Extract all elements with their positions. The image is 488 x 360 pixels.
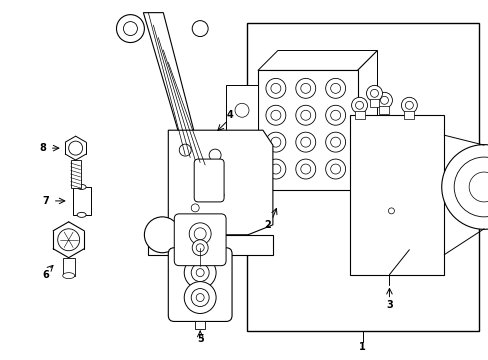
Circle shape <box>380 96 387 104</box>
Bar <box>258 71 357 190</box>
Circle shape <box>300 110 310 120</box>
Circle shape <box>300 164 310 174</box>
Bar <box>349 115 443 275</box>
Circle shape <box>330 110 340 120</box>
Circle shape <box>194 228 206 240</box>
Polygon shape <box>143 13 200 155</box>
Circle shape <box>355 101 363 109</box>
Circle shape <box>196 269 203 276</box>
Circle shape <box>300 84 310 93</box>
Ellipse shape <box>62 273 75 279</box>
Circle shape <box>376 92 392 108</box>
Bar <box>195 321 205 329</box>
Circle shape <box>295 132 315 152</box>
Ellipse shape <box>441 145 488 229</box>
Circle shape <box>58 229 80 251</box>
Bar <box>225 85 258 185</box>
Circle shape <box>325 159 345 179</box>
Circle shape <box>68 141 82 155</box>
Circle shape <box>196 244 203 252</box>
Polygon shape <box>148 235 272 255</box>
Circle shape <box>325 78 345 98</box>
Circle shape <box>179 144 191 156</box>
Ellipse shape <box>468 172 488 202</box>
Text: 5: 5 <box>196 334 203 345</box>
Circle shape <box>191 264 209 282</box>
Circle shape <box>235 103 248 117</box>
Circle shape <box>265 159 285 179</box>
Circle shape <box>265 105 285 125</box>
Ellipse shape <box>77 184 86 189</box>
Circle shape <box>270 84 280 93</box>
Circle shape <box>270 137 280 147</box>
Circle shape <box>265 78 285 98</box>
Ellipse shape <box>77 212 86 217</box>
Circle shape <box>295 105 315 125</box>
Bar <box>71 160 81 188</box>
Text: 6: 6 <box>42 270 49 280</box>
Circle shape <box>265 132 285 152</box>
Circle shape <box>189 223 211 245</box>
Bar <box>404 111 413 119</box>
Circle shape <box>370 89 378 97</box>
FancyBboxPatch shape <box>168 248 232 321</box>
Circle shape <box>330 164 340 174</box>
Circle shape <box>216 191 224 199</box>
Ellipse shape <box>453 157 488 217</box>
Circle shape <box>401 97 416 113</box>
Circle shape <box>184 257 216 289</box>
Polygon shape <box>357 50 377 190</box>
Circle shape <box>209 149 221 161</box>
Circle shape <box>330 137 340 147</box>
Circle shape <box>144 217 180 253</box>
Circle shape <box>116 15 144 42</box>
Polygon shape <box>168 130 272 235</box>
Circle shape <box>123 22 137 36</box>
Circle shape <box>192 21 208 37</box>
Circle shape <box>387 208 394 214</box>
Bar <box>62 258 75 276</box>
Circle shape <box>184 282 216 314</box>
Circle shape <box>295 78 315 98</box>
Circle shape <box>270 110 280 120</box>
Text: 3: 3 <box>385 300 392 310</box>
Circle shape <box>325 105 345 125</box>
Circle shape <box>295 159 315 179</box>
Circle shape <box>351 97 367 113</box>
Bar <box>73 187 90 215</box>
Circle shape <box>405 101 412 109</box>
Bar <box>354 111 364 119</box>
Text: 1: 1 <box>358 342 365 352</box>
Circle shape <box>191 204 199 212</box>
Circle shape <box>196 293 203 302</box>
FancyBboxPatch shape <box>194 159 224 202</box>
Circle shape <box>300 137 310 147</box>
Circle shape <box>270 164 280 174</box>
Circle shape <box>235 138 248 152</box>
Circle shape <box>191 289 209 306</box>
Bar <box>379 106 388 114</box>
Text: 8: 8 <box>39 143 46 153</box>
Text: 7: 7 <box>42 196 49 206</box>
Circle shape <box>330 84 340 93</box>
Circle shape <box>325 132 345 152</box>
Circle shape <box>366 85 382 101</box>
Polygon shape <box>258 50 377 71</box>
Circle shape <box>192 240 208 256</box>
Bar <box>246 23 478 332</box>
FancyBboxPatch shape <box>174 214 225 266</box>
Bar <box>369 99 379 107</box>
Text: 2: 2 <box>264 220 271 230</box>
Text: 4: 4 <box>226 110 233 120</box>
